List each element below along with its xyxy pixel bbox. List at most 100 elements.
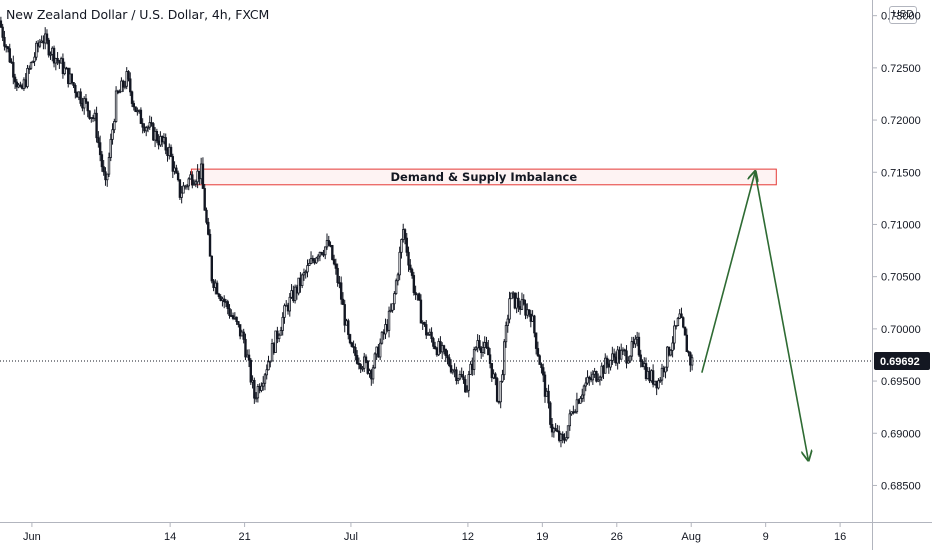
candle-body xyxy=(371,367,375,380)
candle-body xyxy=(550,424,554,433)
candle-body xyxy=(145,127,148,132)
candle-body xyxy=(442,345,446,350)
candle-body xyxy=(465,389,469,393)
candle-body xyxy=(657,380,660,389)
candle-body xyxy=(600,365,603,378)
candle-body xyxy=(274,330,277,353)
candle-body xyxy=(678,313,681,319)
candle-body xyxy=(242,331,245,340)
time-tick-label: 12 xyxy=(462,531,474,543)
candle-body xyxy=(199,163,203,180)
candle-body xyxy=(584,382,587,387)
candle-body xyxy=(487,346,490,356)
candle-body xyxy=(621,349,625,352)
candle-body xyxy=(265,369,268,376)
candle-body xyxy=(221,298,224,301)
candle-body xyxy=(224,301,228,304)
candle-body xyxy=(1,26,4,38)
candle-body xyxy=(495,378,499,402)
candle-body xyxy=(350,342,354,347)
time-tick-label: 14 xyxy=(164,531,176,543)
candle-body xyxy=(627,360,630,364)
candle-body xyxy=(267,361,270,371)
candle-body xyxy=(536,348,540,357)
candle-body xyxy=(643,363,646,368)
candle-body xyxy=(97,137,100,144)
price-tick-label: 0.71000 xyxy=(881,219,921,231)
candle-body xyxy=(113,121,116,131)
candle-body xyxy=(476,340,479,349)
candle-body xyxy=(72,82,75,86)
candle-body xyxy=(650,370,653,382)
candle-body xyxy=(8,48,11,63)
candle-body xyxy=(162,137,166,143)
candle-body xyxy=(630,341,634,357)
candle-body xyxy=(386,324,389,331)
price-tick-label: 0.68500 xyxy=(881,480,921,492)
candle-body xyxy=(540,364,543,369)
candle-body xyxy=(570,411,573,415)
candle-body xyxy=(35,42,38,58)
candle-body xyxy=(378,342,382,358)
candle-body xyxy=(240,331,244,337)
candle-body xyxy=(396,274,400,282)
candle-body xyxy=(651,370,655,385)
candle-body xyxy=(581,394,584,399)
candle-body xyxy=(469,363,472,375)
candle-body xyxy=(15,81,19,88)
currency-selector[interactable]: USD xyxy=(889,6,917,24)
candle-body xyxy=(324,246,327,256)
candle-body xyxy=(137,109,141,112)
candle-body xyxy=(648,370,651,382)
projection-layer xyxy=(701,172,808,459)
candle-body xyxy=(602,365,605,374)
candle-body xyxy=(543,374,547,397)
candle-body xyxy=(38,41,42,47)
candle-body xyxy=(223,298,226,303)
candle-body xyxy=(483,342,486,348)
candle-body xyxy=(212,280,215,288)
candle-body xyxy=(123,85,127,88)
candle-body xyxy=(322,253,325,256)
candle-body xyxy=(196,170,199,183)
time-tick-label: Jun xyxy=(23,531,41,543)
candle-body xyxy=(479,347,483,353)
candle-body xyxy=(114,90,118,122)
candle-body xyxy=(412,275,416,293)
candle-body xyxy=(455,369,458,381)
candle-body xyxy=(70,73,73,83)
candle-body xyxy=(410,269,414,276)
candle-body xyxy=(215,282,219,295)
candle-body xyxy=(501,374,504,382)
candle-body xyxy=(506,318,509,326)
candle-body xyxy=(520,299,524,310)
candle-body xyxy=(127,71,130,80)
candle-body xyxy=(609,360,612,368)
candle-body xyxy=(320,251,323,255)
candle-body xyxy=(549,402,552,425)
candle-body xyxy=(238,324,242,337)
candle-body xyxy=(561,433,564,440)
candle-body xyxy=(332,259,336,265)
candle-body xyxy=(409,264,412,270)
candle-body xyxy=(308,262,311,266)
candle-body xyxy=(10,61,13,64)
candle-body xyxy=(628,355,632,362)
candle-body xyxy=(554,428,557,431)
candle-body xyxy=(56,58,59,62)
candle-body xyxy=(231,315,235,319)
candle-body xyxy=(164,137,167,151)
candle-body xyxy=(472,349,476,370)
candle-body xyxy=(13,76,17,83)
candle-body xyxy=(366,360,369,374)
candle-body xyxy=(524,303,527,316)
candle-body xyxy=(568,413,572,427)
candle-body xyxy=(253,379,256,399)
price-tick-label: 0.69500 xyxy=(881,376,921,388)
candle-body xyxy=(160,135,164,143)
candle-body xyxy=(565,437,568,441)
candle-body xyxy=(416,293,419,296)
candle-body xyxy=(577,399,580,404)
candle-body xyxy=(497,400,501,403)
candle-body xyxy=(91,117,95,119)
